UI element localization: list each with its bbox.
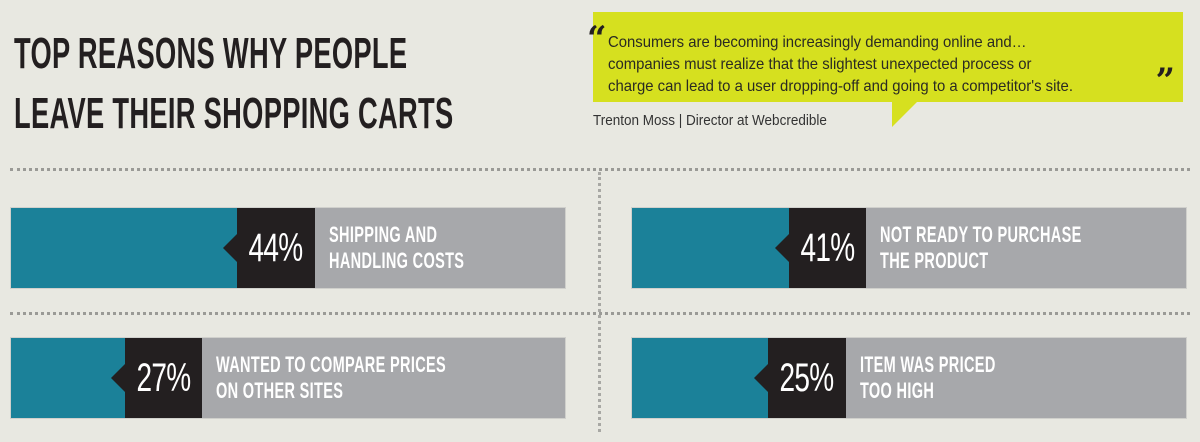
percent-value: 25% — [780, 355, 835, 400]
bar-fill — [11, 338, 126, 418]
quote-line: companies must realize that the slightes… — [608, 56, 1032, 73]
title-line-1: TOP REASONS WHY PEOPLE — [14, 29, 408, 78]
bar-fill — [632, 208, 790, 288]
bar-not-ready: 41% NOT READY TO PURCHASE THE PRODUCT — [631, 207, 1187, 289]
close-quote-icon: ” — [1155, 61, 1175, 101]
quote-line: Consumers are becoming increasingly dema… — [608, 34, 1027, 51]
open-quote-icon: “ — [587, 19, 607, 59]
bar-label: ITEM WAS PRICED TOO HIGH — [846, 338, 1186, 418]
quote-attribution: Trenton Moss | Director at Webcredible — [593, 112, 827, 129]
label-line: WANTED TO COMPARE PRICES — [216, 352, 447, 377]
bar-label: WANTED TO COMPARE PRICES ON OTHER SITES — [202, 338, 565, 418]
label-line: TOO HIGH — [860, 378, 935, 403]
percent-box: 41% — [775, 208, 867, 288]
quote-text: Consumers are becoming increasingly dema… — [608, 32, 1129, 98]
quote-bubble: “ Consumers are becoming increasingly de… — [587, 12, 1183, 127]
percent-box: 44% — [223, 208, 315, 288]
divider-top — [10, 168, 1190, 171]
bar-label: SHIPPING AND HANDLING COSTS — [315, 208, 565, 288]
label-line: THE PRODUCT — [880, 248, 989, 273]
bar-compare-prices: 27% WANTED TO COMPARE PRICES ON OTHER SI… — [10, 337, 566, 419]
bar-priced-too-high: 25% ITEM WAS PRICED TOO HIGH — [631, 337, 1187, 419]
percent-box: 27% — [111, 338, 203, 418]
label-line: NOT READY TO PURCHASE — [880, 222, 1083, 247]
label-line: ON OTHER SITES — [216, 378, 344, 403]
percent-value: 27% — [136, 355, 192, 400]
percent-value: 44% — [249, 225, 304, 270]
bar-shipping-costs: 44% SHIPPING AND HANDLING COSTS — [10, 207, 566, 289]
label-line: SHIPPING AND — [329, 222, 438, 247]
quote-line: charge can lead to a user dropping-off a… — [608, 78, 1073, 95]
percent-box: 25% — [754, 338, 846, 418]
divider-center — [598, 172, 601, 432]
divider-middle — [10, 312, 1190, 315]
page-title: TOP REASONS WHY PEOPLE LEAVE THEIR SHOPP… — [14, 24, 454, 144]
percent-value: 41% — [800, 225, 856, 270]
bar-label: NOT READY TO PURCHASE THE PRODUCT — [866, 208, 1186, 288]
label-line: HANDLING COSTS — [329, 248, 465, 273]
title-line-2: LEAVE THEIR SHOPPING CARTS — [14, 89, 454, 138]
bar-fill — [11, 208, 237, 288]
bar-fill — [632, 338, 768, 418]
label-line: ITEM WAS PRICED — [860, 352, 996, 377]
